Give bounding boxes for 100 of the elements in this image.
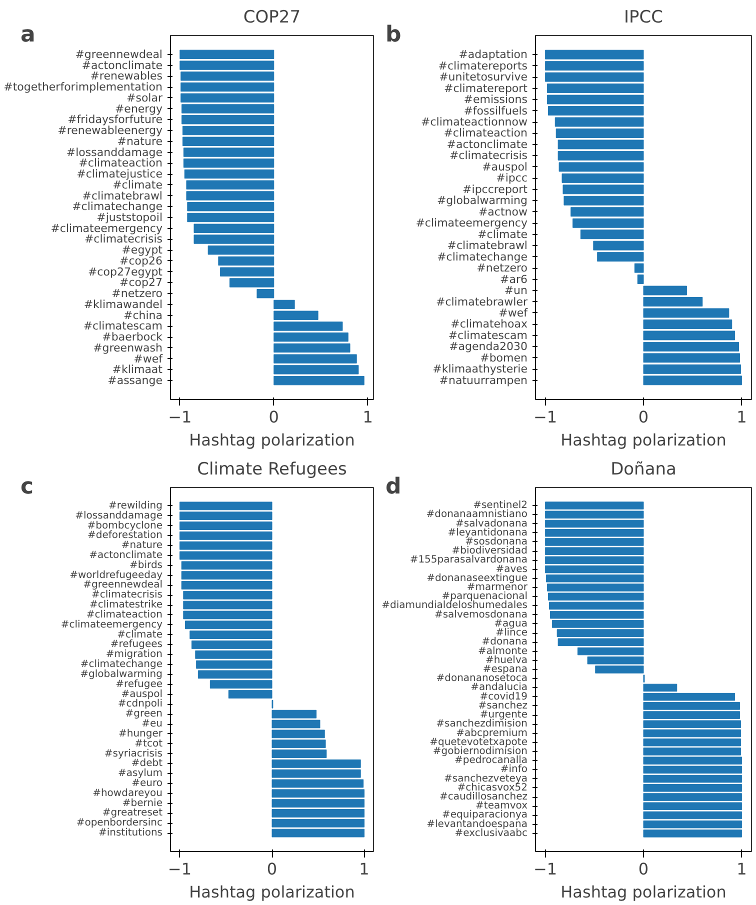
y-tick-label: #juststopoil — [96, 211, 163, 224]
y-tick-label: #climate — [112, 178, 163, 192]
y-tick-label: #migration — [106, 649, 162, 660]
y-tick-label: #sanchezveteya — [444, 773, 528, 784]
y-tick-label: #climatecrisis — [449, 149, 528, 162]
y-tick-label: #baerbock — [102, 330, 164, 344]
x-axis-title: Hashtag polarization — [560, 430, 726, 450]
y-tick-label: #equiparacionya — [442, 810, 528, 821]
y-tick-label: #climatehoax — [450, 318, 528, 331]
x-tick-label: 1 — [736, 860, 747, 878]
y-tick-label: #teamvox — [476, 800, 528, 812]
y-tick-label: #howdareyou — [92, 788, 163, 799]
y-tick-label: #actonclimate — [89, 550, 163, 561]
y-tick-label: #auspol — [121, 688, 163, 700]
y-tick-label: #bomen — [480, 351, 528, 364]
y-tick-label: #sanchez — [478, 700, 528, 712]
y-tick-label: #rewilding — [108, 500, 163, 512]
y-tick-label: #climate — [478, 228, 528, 241]
y-tick-label: #institutions — [98, 828, 163, 839]
x-axis-title: Hashtag polarization — [560, 882, 726, 902]
y-tick-label: #lossanddamage — [75, 510, 163, 522]
y-tick-label: #huelva — [485, 654, 528, 666]
y-tick-label: #nature — [121, 540, 163, 552]
y-tick-label: #ipccreport — [462, 182, 528, 196]
x-tick-label: −1 — [534, 860, 558, 878]
y-tick-label: #climateemergency — [60, 619, 163, 630]
x-tick-label: −1 — [168, 860, 192, 878]
y-tick-label: #climateaction — [444, 126, 528, 140]
x-tick-label: 0 — [638, 860, 649, 878]
y-tick-label: #aves — [496, 564, 528, 575]
y-tick-label: #actnow — [478, 205, 528, 218]
y-tick-label: #klimawandel — [84, 298, 162, 311]
y-tick-label: #greatreset — [102, 808, 163, 819]
y-tick-label: #climatechange — [80, 659, 163, 670]
y-tick-label: #climatescam — [83, 320, 163, 333]
y-tick-label: #syriacrisis — [104, 748, 163, 760]
y-tick-label: #bombcyclone — [87, 520, 162, 532]
text: a — [20, 22, 36, 48]
y-tick-label: #climateaction — [86, 609, 163, 620]
y-tick-label: #emissions — [464, 93, 528, 106]
y-tick-label: #wef — [498, 306, 529, 320]
y-tick-label: #cop27 — [120, 276, 163, 290]
y-tick-label: #ipcc — [496, 172, 528, 185]
y-tick-label: #klimaathysterie — [432, 362, 528, 376]
y-tick-label: #fossilfuels — [464, 104, 528, 118]
y-tick-label: #hunger — [118, 728, 164, 740]
y-tick-label: #refugee — [116, 678, 163, 690]
y-tick-label: #sanchezdimision — [436, 718, 528, 730]
y-tick-label: #greennewdeal — [83, 580, 163, 591]
y-tick-label: #climatebrawler — [436, 295, 528, 308]
y-tick-label: #asylum — [118, 768, 163, 780]
x-axis-title: Hashtag polarization — [189, 882, 355, 902]
y-tick-label: #openbordersinc — [76, 818, 162, 829]
y-tick-label: #togetherforimplementation — [4, 80, 163, 94]
y-tick-label: #worldrefugeeday — [70, 570, 163, 581]
x-tick-label: −1 — [534, 408, 558, 426]
y-tick-label: #egypt — [122, 244, 164, 257]
y-tick-label: #climatechange — [437, 250, 528, 264]
x-tick-label: 0 — [638, 408, 649, 426]
y-tick-label: #klimaat — [112, 363, 164, 376]
chart-title: IPCC — [624, 8, 664, 28]
text: c — [20, 474, 34, 500]
y-tick-label: #euro — [132, 778, 163, 789]
y-tick-label: #exclusivaabc — [454, 828, 528, 839]
y-tick-label: #birds — [130, 560, 162, 571]
y-tick-label: #pedrocanalla — [454, 755, 528, 766]
y-tick-label: #adaptation — [458, 48, 528, 62]
y-tick-label: #climateemergency — [416, 216, 528, 230]
text: b — [386, 22, 402, 48]
y-tick-label: #renewableenergy — [58, 124, 163, 138]
y-tick-label: #refugees — [110, 639, 163, 650]
y-tick-label: #renewables — [90, 70, 163, 83]
y-tick-label: #energy — [114, 102, 163, 116]
y-tick-label: #abcpremium — [456, 728, 528, 739]
x-tick-label: 1 — [736, 408, 747, 426]
y-tick-label: #salvemosdonana — [434, 609, 528, 620]
y-tick-label: #cop27egypt — [88, 265, 164, 278]
text: d — [386, 474, 402, 500]
y-tick-label: #donana — [482, 636, 528, 648]
y-tick-label: #bernie — [122, 798, 163, 809]
y-tick-label: #climatescam — [448, 328, 528, 342]
y-tick-label: #tcot — [134, 738, 163, 750]
y-tick-label: #greenwash — [93, 341, 163, 354]
y-tick-label: #climatebrawl — [82, 189, 163, 202]
x-tick-label: −1 — [168, 408, 192, 426]
y-tick-label: #lince — [496, 628, 528, 639]
y-tick-label: #lossanddamage — [66, 146, 163, 159]
y-tick-label: #agenda2030 — [449, 340, 528, 354]
y-tick-label: #quetevotetxapote — [430, 736, 528, 748]
y-tick-label: #auspol — [482, 160, 528, 174]
y-tick-label: #ar6 — [500, 272, 528, 286]
chart-title: COP27 — [243, 8, 301, 28]
y-tick-label: #solar — [126, 91, 163, 104]
y-tick-label: #green — [125, 708, 163, 720]
y-tick-label: #climatereports — [438, 59, 528, 72]
y-tick-label: #155parasalvardonana — [410, 554, 528, 566]
y-tick-label: #unitetosurvive — [439, 70, 528, 84]
chart-title: Climate Refugees — [197, 460, 347, 480]
x-axis-title: Hashtag polarization — [189, 430, 355, 450]
y-tick-label: #levantandoespana — [426, 818, 528, 830]
